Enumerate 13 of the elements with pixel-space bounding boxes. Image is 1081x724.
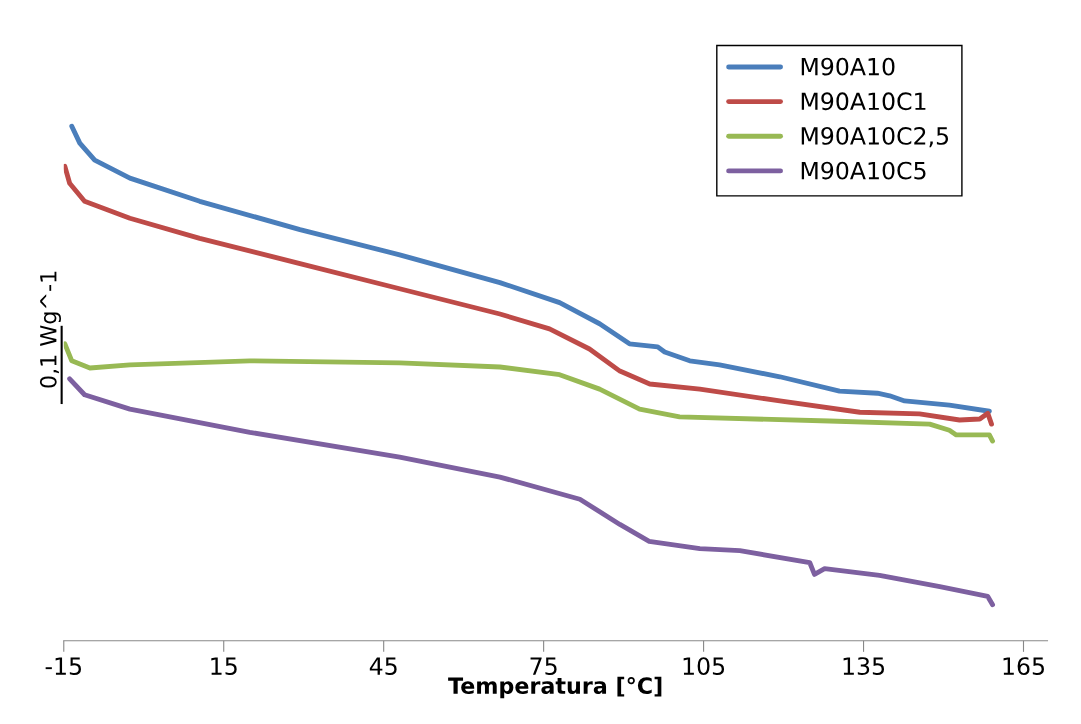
legend-label: M90A10 (801, 57, 895, 76)
x-tick-label: 45 (369, 657, 397, 675)
x-tick-label: 165 (1003, 657, 1044, 675)
x-tick-label: 135 (843, 657, 885, 675)
legend-label: M90A10C2,5 (801, 127, 949, 148)
x-axis-title: Temperatura [°C] (448, 676, 662, 699)
x-tick-label: 105 (683, 657, 725, 675)
legend-label: M90A10C1 (801, 92, 926, 111)
x-tick-label: 75 (530, 657, 557, 675)
x-tick-label: -15 (45, 657, 81, 675)
x-tick-label: 15 (211, 657, 237, 675)
legend-label: M90A10C5 (801, 161, 926, 180)
y-axis-title: 0,1 Wg^-1 (39, 271, 61, 388)
